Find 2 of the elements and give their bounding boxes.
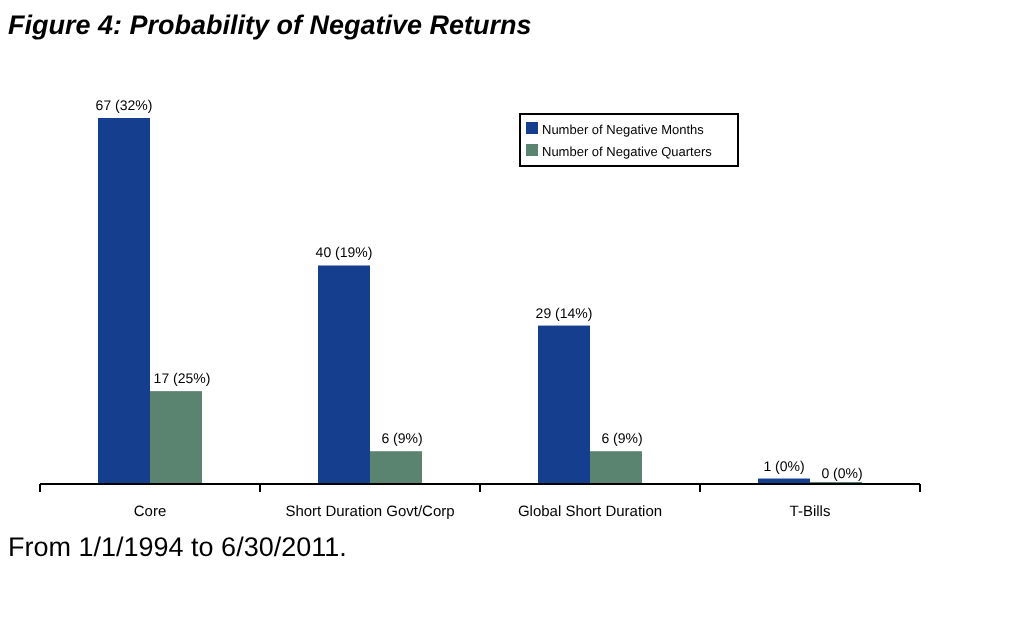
chart-title: Figure 4: Probability of Negative Returns xyxy=(8,10,533,40)
text: From 1/1/1994 to 6/30/2011. xyxy=(8,532,347,562)
